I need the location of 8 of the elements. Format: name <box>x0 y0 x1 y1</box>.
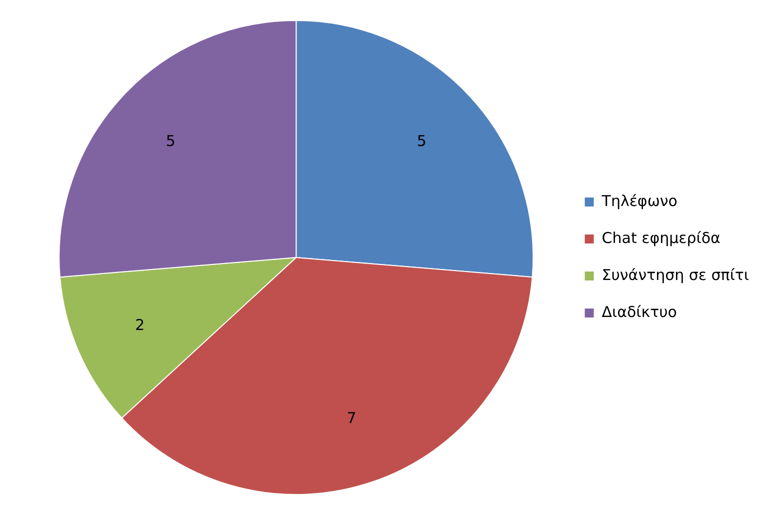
data-label: 5 <box>166 132 176 150</box>
data-label: 5 <box>416 132 426 150</box>
legend-label: Συνάντηση σε σπίτι <box>602 266 750 284</box>
data-label: 7 <box>346 408 356 427</box>
legend-label: Διαδίκτυο <box>602 302 677 321</box>
legend-label: Τηλέφωνο <box>600 192 678 210</box>
legend-label: Chat εφημερίδα <box>602 228 721 247</box>
data-label: 2 <box>135 316 145 334</box>
